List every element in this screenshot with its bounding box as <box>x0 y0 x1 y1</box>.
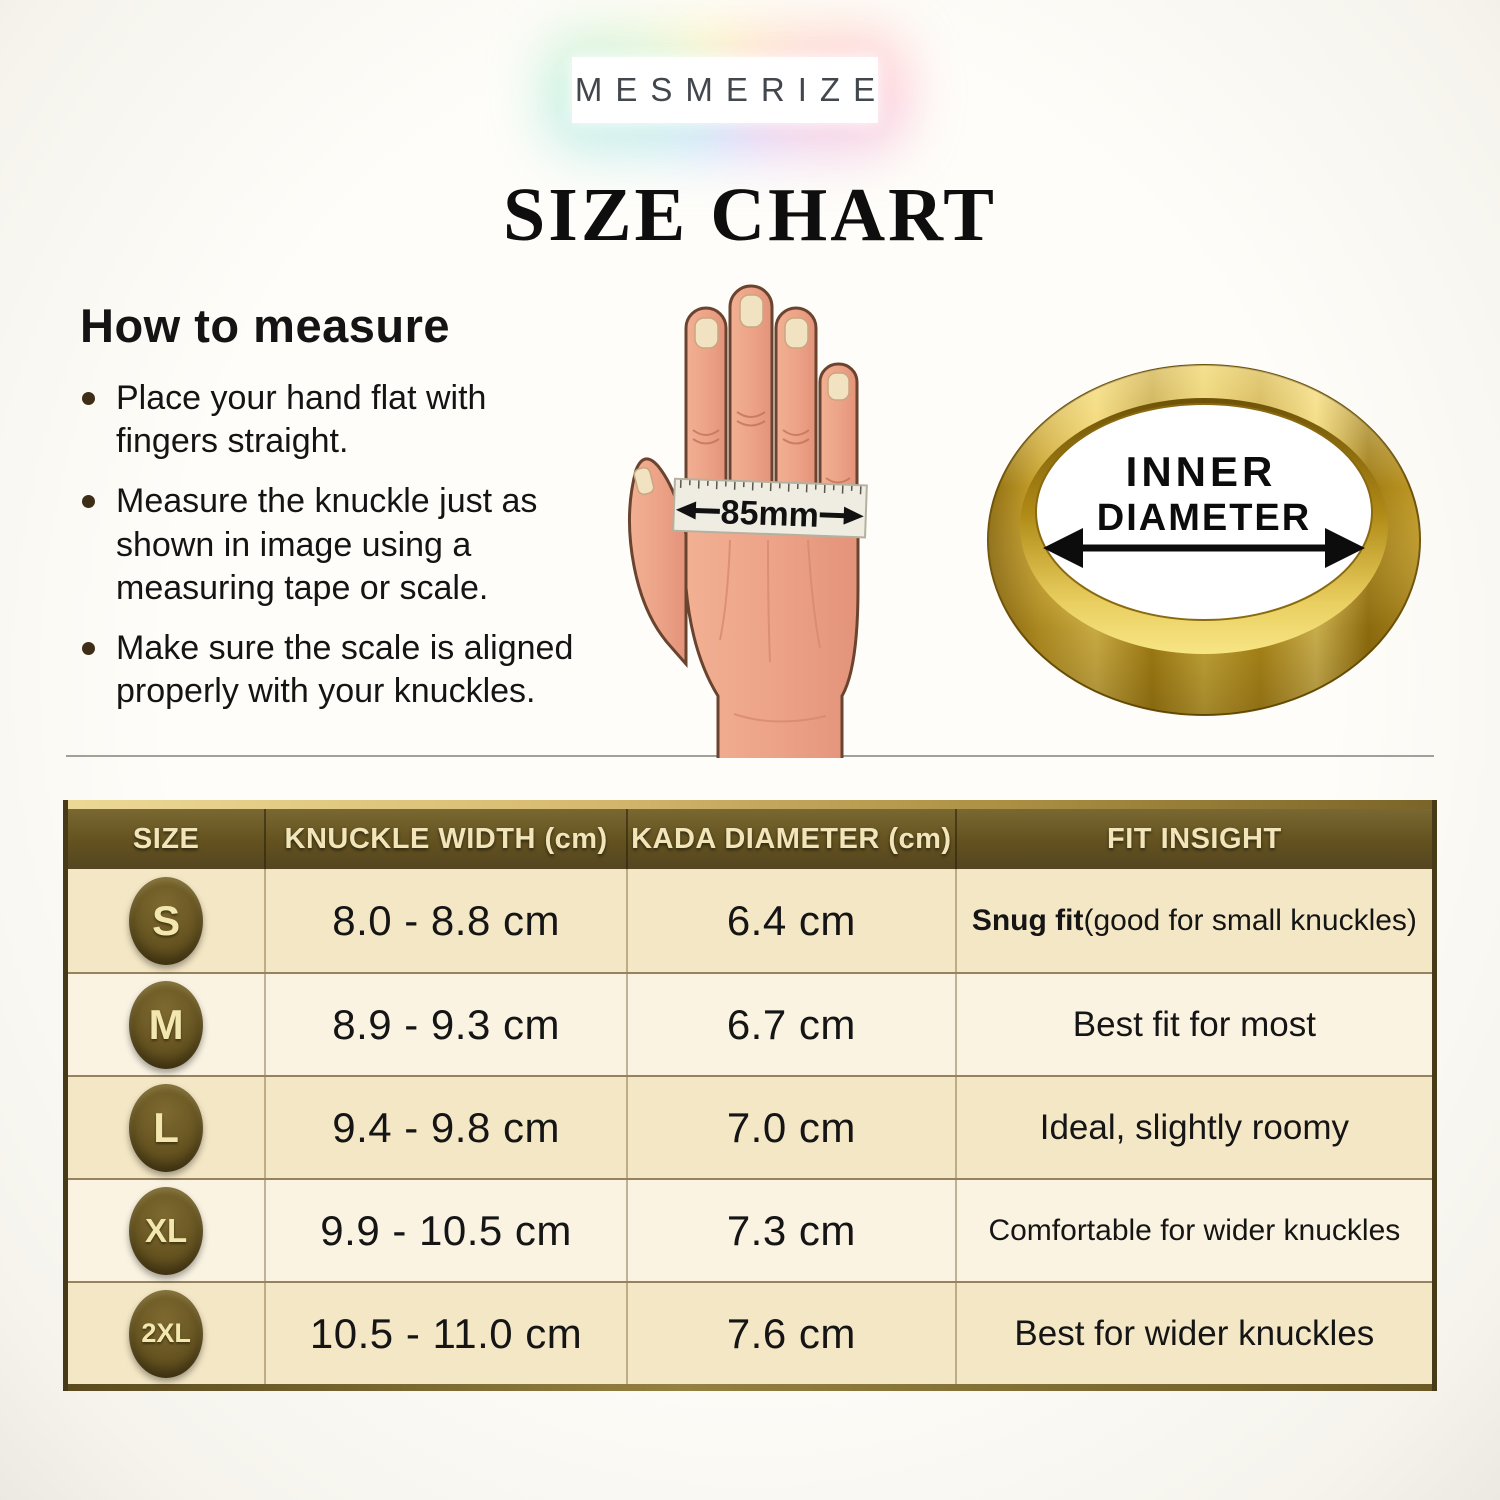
hand-illustration: 85mm <box>628 284 868 758</box>
instruction-text: Make sure the scale is aligned properly … <box>116 628 574 711</box>
inner-diameter-label-line1: INNER <box>1126 448 1277 495</box>
ruler-arrow-left <box>675 501 697 520</box>
instruction-item: Measure the knuckle just as shown in ima… <box>80 480 590 610</box>
ring-opening <box>1035 403 1373 621</box>
thumb-nail <box>633 466 655 496</box>
fit-insight-cell: Ideal, slightly roomy <box>954 1077 1432 1178</box>
table-row: L 9.4 - 9.8 cm 7.0 cm Ideal, slightly ro… <box>68 1075 1432 1178</box>
column-header-knuckle-width: KNUCKLE WIDTH (cm) <box>264 809 626 869</box>
finger-nails <box>694 294 850 401</box>
kada-diameter-cell: 6.7 cm <box>625 974 955 1075</box>
table-body: S 8.0 - 8.8 cm 6.4 cm Snug fit (good for… <box>68 869 1432 1384</box>
ruler-band: 85mm <box>672 477 868 539</box>
column-header-kada-diameter: KADA DIAMETER (cm) <box>625 809 955 869</box>
column-header-size: SIZE <box>132 822 200 855</box>
how-to-measure-heading: How to measure <box>80 299 451 352</box>
fit-insight-cell: Best for wider knuckles <box>954 1283 1432 1384</box>
page-title: SIZE CHART <box>502 173 997 257</box>
measure-instructions-list: Place your hand flat with fingers straig… <box>80 377 590 713</box>
instruction-item: Make sure the scale is aligned properly … <box>80 627 590 713</box>
ruler-label: 85mm <box>720 493 820 534</box>
knuckle-width-cell: 8.0 - 8.8 cm <box>264 869 626 972</box>
size-badge-label: 2XL <box>141 1318 191 1348</box>
bullet-dot <box>82 495 95 509</box>
instruction-item: Place your hand flat with fingers straig… <box>80 377 590 463</box>
hand-tendon-lines <box>719 539 827 723</box>
column-header-fit-insight: FIT INSIGHT <box>954 809 1432 869</box>
logo-box: MESMERIZE <box>572 57 878 123</box>
table-row: S 8.0 - 8.8 cm 6.4 cm Snug fit (good for… <box>68 869 1432 972</box>
diameter-arrowhead-left <box>1043 528 1083 568</box>
how-to-measure-section: How to measure Place your hand flat with… <box>80 298 590 730</box>
kada-ring-illustration: INNER DIAMETER <box>987 364 1421 716</box>
knuckle-width-cell: 8.9 - 9.3 cm <box>264 974 626 1075</box>
kada-diameter-cell: 7.6 cm <box>625 1283 955 1384</box>
table-row: M 8.9 - 9.3 cm 6.7 cm Best fit for most <box>68 972 1432 1075</box>
kada-diameter-cell: 6.4 cm <box>625 869 955 972</box>
size-cell: L <box>68 1077 264 1178</box>
table-row: 2XL 10.5 - 11.0 cm 7.6 cm Best for wider… <box>68 1281 1432 1384</box>
size-table: SIZE KNUCKLE WIDTH (cm) KADA DIAMETER (c… <box>63 800 1437 1391</box>
fit-insight-cell: Comfortable for wider knuckles <box>954 1180 1432 1281</box>
fit-insight-cell: Snug fit (good for small knuckles) <box>954 869 1432 972</box>
inner-diameter-label-line2: DIAMETER <box>1097 497 1311 539</box>
size-badge-label: S <box>152 896 181 944</box>
thumb <box>628 457 688 668</box>
knuckle-width-cell: 9.4 - 9.8 cm <box>264 1077 626 1178</box>
knuckle-creases <box>692 411 851 484</box>
size-cell: XL <box>68 1180 264 1281</box>
size-cell: S <box>68 869 264 972</box>
table-header-row: SIZE KNUCKLE WIDTH (cm) KADA DIAMETER (c… <box>68 809 1432 869</box>
size-cell: 2XL <box>68 1283 264 1384</box>
size-badge-label: L <box>153 1103 179 1151</box>
size-badge: 2XL <box>129 1289 204 1378</box>
size-badge-label: XL <box>145 1211 188 1249</box>
diameter-arrowhead-right <box>1325 528 1365 568</box>
knuckle-width-cell: 9.9 - 10.5 cm <box>264 1180 626 1281</box>
kada-diameter-cell: 7.3 cm <box>625 1180 955 1281</box>
bullet-dot <box>82 641 95 655</box>
brand-name: MESMERIZE <box>574 71 889 108</box>
instruction-text: Place your hand flat with fingers straig… <box>116 379 487 461</box>
size-badge: S <box>129 876 204 965</box>
fit-insight-cell: Best fit for most <box>954 974 1432 1075</box>
ruler-ticks <box>679 479 862 495</box>
bullet-dot <box>82 392 95 405</box>
size-badge: L <box>129 1083 204 1172</box>
ruler-arrow-right <box>843 506 864 525</box>
size-badge: M <box>129 980 204 1069</box>
size-badge: XL <box>129 1186 204 1275</box>
table-gold-strip-top <box>68 800 1432 809</box>
knuckle-width-cell: 10.5 - 11.0 cm <box>264 1283 626 1384</box>
table-gold-strip-bottom <box>68 1384 1432 1391</box>
kada-diameter-cell: 7.0 cm <box>625 1077 955 1178</box>
size-badge-label: M <box>148 1000 184 1048</box>
table-row: XL 9.9 - 10.5 cm 7.3 cm Comfortable for … <box>68 1178 1432 1281</box>
size-cell: M <box>68 974 264 1075</box>
brand-logo: MESMERIZE <box>540 28 910 154</box>
instruction-text: Measure the knuckle just as shown in ima… <box>116 482 538 607</box>
